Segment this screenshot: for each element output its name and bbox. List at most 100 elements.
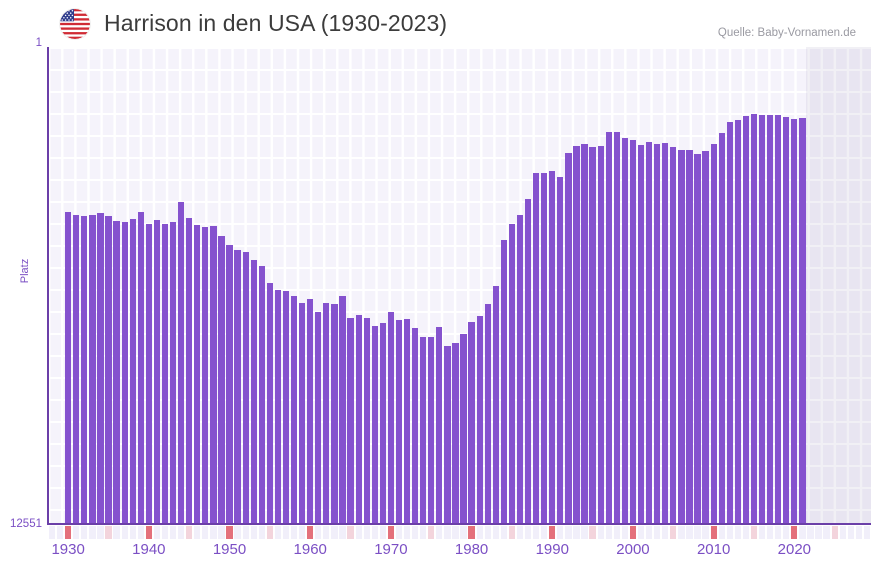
x-tick-minor (621, 526, 629, 539)
x-axis-tick-label: 1990 (535, 541, 569, 558)
bar (81, 216, 88, 524)
bar (758, 115, 766, 524)
x-tick-major (468, 526, 475, 539)
bar (290, 295, 298, 524)
x-tick-minor (460, 526, 467, 539)
chart-header: Harrison in den USA (1930-2023) Quelle: … (0, 0, 873, 46)
x-tick-minor (863, 526, 871, 539)
bar (767, 115, 774, 524)
bar (670, 146, 677, 524)
bar (323, 302, 330, 524)
x-tick-minor (775, 526, 782, 539)
x-tick-minor (371, 526, 378, 539)
x-tick-minor (476, 526, 483, 539)
bar (234, 249, 241, 524)
x-axis-labels: 1930 1940 1950 1960 1970 1980 1990 2000 2010 2020 (0, 541, 873, 567)
x-tick-minor (823, 526, 830, 539)
x-tick-minor (654, 526, 661, 539)
bar (637, 144, 645, 524)
x-tick-minor (234, 526, 241, 539)
bar (573, 146, 580, 524)
bar (153, 219, 161, 524)
bar (694, 153, 701, 524)
x-tick-minor (379, 526, 386, 539)
x-axis-tick-label: 1930 (51, 541, 85, 558)
bar (379, 322, 386, 524)
bar (775, 115, 782, 524)
x-tick-minor (153, 526, 161, 539)
bar (403, 318, 411, 524)
x-tick-minor (734, 526, 741, 539)
y-axis-title: Platz (19, 258, 31, 284)
x-tick-minor (686, 526, 693, 539)
bar (742, 115, 750, 524)
bar (605, 132, 612, 524)
x-tick-minor (807, 526, 814, 539)
x-tick-mid (428, 526, 435, 539)
x-tick-minor (573, 526, 580, 539)
bar (565, 153, 572, 524)
x-tick-minor (847, 526, 854, 539)
x-axis-tick-label: 1940 (132, 541, 166, 558)
bar (718, 133, 725, 524)
x-tick-minor (250, 526, 257, 539)
us-flag-icon (60, 9, 90, 39)
bar (444, 346, 451, 524)
x-tick-minor (73, 526, 80, 539)
x-tick-minor (500, 526, 507, 539)
x-tick-minor (565, 526, 572, 539)
x-tick-mid (831, 526, 838, 539)
x-tick-mid (589, 526, 596, 539)
bar (169, 222, 177, 524)
page-title: Harrison in den USA (1930-2023) (104, 10, 448, 36)
bar (436, 326, 443, 524)
bars-layer (48, 47, 871, 524)
x-tick-minor (839, 526, 846, 539)
source-attribution: Quelle: Baby-Vornamen.de (717, 27, 856, 39)
x-axis-line (47, 523, 871, 525)
x-tick-minor (444, 526, 451, 539)
bar (524, 199, 532, 524)
x-tick-minor (274, 526, 282, 539)
bar (629, 140, 637, 524)
x-tick-minor (742, 526, 750, 539)
bar (89, 215, 96, 524)
bar (662, 143, 669, 524)
x-tick-mid (347, 526, 354, 539)
bar (73, 214, 80, 524)
bar (645, 142, 653, 524)
x-tick-minor (258, 526, 265, 539)
x-tick-minor (339, 526, 346, 539)
x-tick-mid (750, 526, 758, 539)
x-tick-minor (678, 526, 685, 539)
x-tick-minor (202, 526, 209, 539)
x-tick-minor (81, 526, 88, 539)
x-tick-minor (331, 526, 338, 539)
x-tick-minor (758, 526, 766, 539)
bar (734, 119, 741, 524)
bar (177, 202, 185, 524)
x-tick-major (65, 526, 72, 539)
x-tick-minor (702, 526, 709, 539)
bar (621, 137, 629, 524)
x-tick-mid (105, 526, 112, 539)
bar (274, 289, 282, 524)
bar (484, 303, 491, 524)
bar (355, 315, 362, 524)
bar (315, 311, 322, 524)
x-tick-major (629, 526, 637, 539)
bar (218, 235, 225, 524)
x-tick-minor (597, 526, 604, 539)
x-tick-major (145, 526, 152, 539)
bar (597, 146, 604, 524)
x-tick-minor (581, 526, 588, 539)
bar (557, 176, 564, 524)
bar (258, 265, 265, 524)
bar (242, 252, 249, 524)
bar (282, 291, 290, 524)
bar (428, 336, 435, 524)
bar (460, 334, 467, 524)
x-axis-tick-label: 2020 (777, 541, 812, 558)
bar (395, 319, 403, 524)
x-tick-major (307, 526, 314, 539)
